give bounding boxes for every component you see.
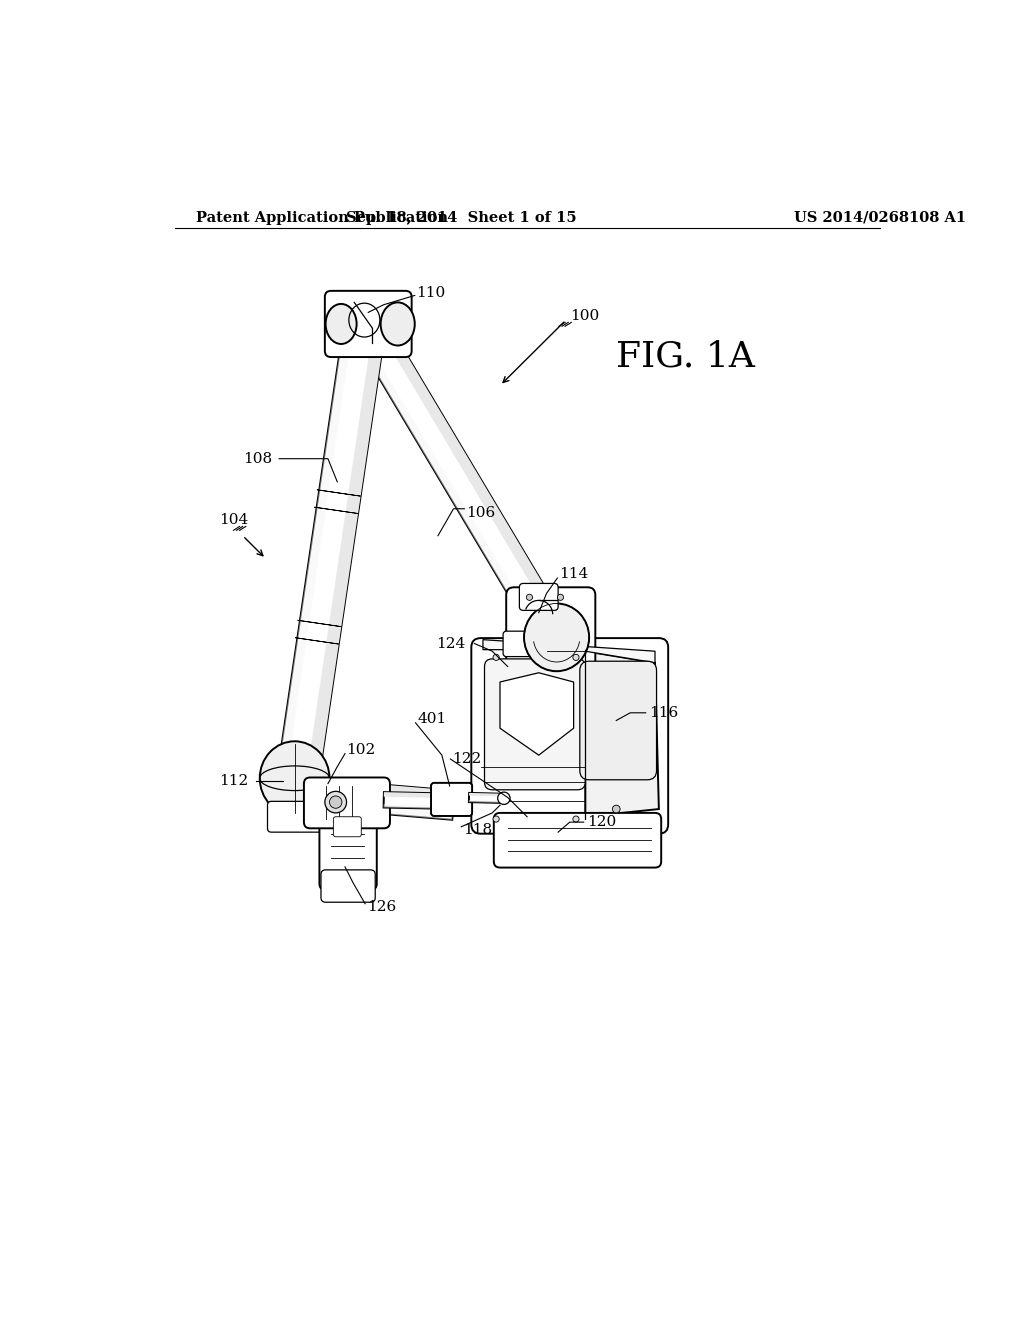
- Polygon shape: [384, 792, 454, 809]
- Polygon shape: [314, 801, 453, 820]
- FancyBboxPatch shape: [325, 290, 412, 358]
- Polygon shape: [384, 792, 454, 799]
- FancyBboxPatch shape: [503, 631, 552, 656]
- FancyBboxPatch shape: [471, 638, 669, 834]
- FancyBboxPatch shape: [506, 587, 595, 676]
- Polygon shape: [384, 804, 454, 809]
- FancyBboxPatch shape: [334, 817, 361, 837]
- Polygon shape: [359, 326, 562, 634]
- FancyBboxPatch shape: [267, 801, 322, 832]
- Polygon shape: [308, 329, 385, 766]
- Text: 116: 116: [649, 706, 678, 719]
- FancyBboxPatch shape: [321, 870, 375, 903]
- Text: 108: 108: [243, 451, 271, 466]
- Text: 124: 124: [436, 636, 466, 651]
- Polygon shape: [314, 507, 358, 513]
- Ellipse shape: [526, 594, 532, 601]
- Text: 126: 126: [367, 900, 396, 913]
- Text: Patent Application Publication: Patent Application Publication: [197, 211, 449, 224]
- Text: 112: 112: [219, 774, 249, 788]
- Ellipse shape: [325, 792, 346, 813]
- Polygon shape: [469, 800, 500, 803]
- Text: US 2014/0268108 A1: US 2014/0268108 A1: [795, 211, 967, 224]
- Polygon shape: [316, 779, 455, 800]
- Text: 122: 122: [452, 752, 481, 766]
- Polygon shape: [280, 325, 353, 762]
- Text: 104: 104: [219, 513, 249, 527]
- Text: 118: 118: [463, 822, 492, 837]
- Ellipse shape: [572, 816, 579, 822]
- Ellipse shape: [498, 792, 510, 804]
- FancyBboxPatch shape: [319, 816, 377, 890]
- FancyBboxPatch shape: [484, 659, 586, 789]
- Polygon shape: [469, 793, 500, 803]
- Polygon shape: [483, 640, 655, 663]
- Ellipse shape: [381, 302, 415, 346]
- Text: 401: 401: [417, 711, 446, 726]
- Ellipse shape: [493, 655, 500, 660]
- Text: 110: 110: [417, 286, 445, 300]
- Ellipse shape: [493, 816, 500, 822]
- Text: 106: 106: [466, 506, 496, 520]
- FancyBboxPatch shape: [304, 777, 390, 829]
- Ellipse shape: [326, 304, 356, 345]
- Polygon shape: [500, 673, 573, 755]
- Polygon shape: [280, 325, 385, 766]
- Text: FIG. 1A: FIG. 1A: [616, 339, 755, 374]
- Polygon shape: [314, 779, 455, 820]
- Ellipse shape: [572, 655, 579, 660]
- Polygon shape: [295, 638, 339, 644]
- Ellipse shape: [612, 805, 621, 813]
- Ellipse shape: [330, 796, 342, 808]
- Text: 114: 114: [559, 568, 588, 581]
- Ellipse shape: [557, 594, 563, 601]
- Text: 102: 102: [346, 743, 376, 756]
- Polygon shape: [317, 490, 360, 496]
- Polygon shape: [469, 793, 500, 796]
- FancyBboxPatch shape: [431, 783, 472, 816]
- FancyBboxPatch shape: [580, 661, 656, 780]
- Ellipse shape: [524, 603, 589, 671]
- Text: 120: 120: [587, 816, 616, 829]
- Text: 100: 100: [569, 309, 599, 323]
- Polygon shape: [298, 620, 341, 627]
- FancyBboxPatch shape: [494, 813, 662, 867]
- Polygon shape: [359, 341, 538, 634]
- Ellipse shape: [260, 742, 330, 816]
- Polygon shape: [381, 326, 562, 620]
- Polygon shape: [586, 651, 658, 817]
- FancyBboxPatch shape: [519, 583, 558, 610]
- Text: Sep. 18, 2014  Sheet 1 of 15: Sep. 18, 2014 Sheet 1 of 15: [346, 211, 577, 224]
